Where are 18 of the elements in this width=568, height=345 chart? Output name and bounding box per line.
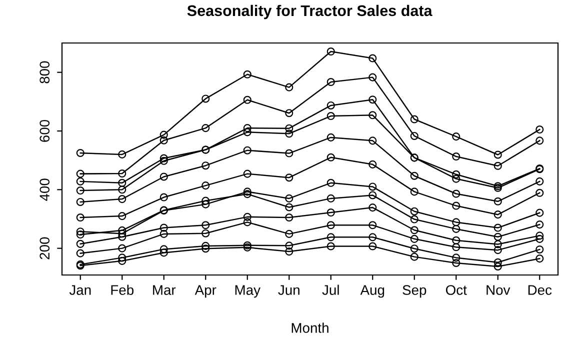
x-tick-label: Mar [153, 285, 176, 295]
x-axis-title: Month [292, 322, 328, 333]
x-tick-label: Jun [278, 285, 300, 295]
y-tick-label: 400 [40, 178, 50, 201]
x-tick-label: Dec [528, 285, 552, 295]
x-tick-label: Jul [322, 284, 339, 295]
y-tick-label: 600 [40, 120, 50, 142]
y-tick-label: 800 [40, 61, 50, 84]
x-tick-label: Apr [194, 285, 216, 298]
x-tick-label: Feb [111, 284, 134, 295]
x-tick-label: May [235, 285, 260, 298]
x-tick-label: Oct [446, 285, 467, 295]
x-tick-label: Sep [402, 285, 426, 298]
x-tick-label: Aug [360, 285, 384, 298]
y-tick-label: 200 [40, 237, 50, 260]
x-tick-label: Nov [486, 285, 510, 295]
chart-title: Seasonality for Tractor Sales data [187, 4, 432, 20]
x-tick-label: Jan [69, 285, 91, 295]
